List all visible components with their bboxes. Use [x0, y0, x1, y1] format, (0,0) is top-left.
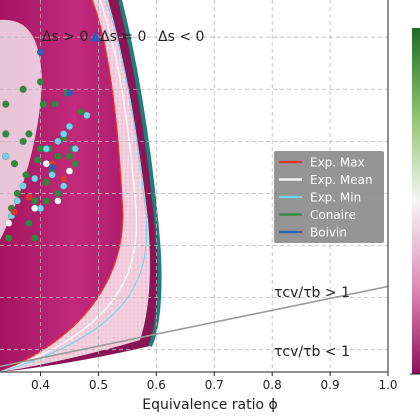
exp-min-point-13 [60, 130, 68, 138]
conaire-point-6 [19, 85, 27, 93]
exp-mean-point-2 [42, 160, 50, 168]
x-ticks: 0.4 0.5 0.6 0.7 0.8 0.9 1.0 [31, 372, 398, 392]
conaire-point-23 [71, 160, 79, 168]
conaire-point-11 [34, 156, 42, 164]
conaire-point-15 [42, 178, 50, 186]
conaire-point-10 [31, 197, 39, 205]
conaire-point-14 [39, 100, 47, 108]
delta-band-region [0, 0, 150, 372]
conaire-point-18 [54, 189, 62, 197]
conaire-point-1 [2, 100, 10, 108]
exp-min-point-2 [19, 182, 27, 190]
exp-min-point-8 [65, 122, 74, 131]
conaire-point-12 [36, 78, 45, 86]
boivin-point-2 [65, 89, 74, 97]
conaire-point-17 [51, 100, 59, 108]
conaire-point-5 [19, 137, 27, 145]
exp-min-point-6 [54, 137, 62, 145]
x-tick-label-3: 0.7 [205, 378, 224, 392]
conaire-point-8 [25, 130, 33, 138]
region-label-zero: Δs = 0 [100, 29, 146, 45]
tau-ratio-line [0, 285, 389, 368]
legend-label-1: Exp. Mean [310, 173, 373, 187]
exp-min-point-10 [83, 111, 91, 119]
conaire-point-4 [13, 189, 21, 197]
x-tick-label-0: 0.4 [31, 378, 50, 392]
region-label-positive: Δs > 0 [42, 29, 88, 45]
x-tick-label-5: 0.9 [321, 378, 340, 392]
exp-min-point-0 [2, 152, 10, 160]
exp-min-point-12 [42, 145, 50, 153]
exp-max-curve [0, 0, 124, 372]
conaire-point-7 [22, 171, 30, 179]
region-label-negative: Δs < 0 [158, 29, 204, 45]
legend-label-4: Boivin [310, 226, 347, 240]
x-tick-label-2: 0.6 [147, 378, 166, 392]
legend: Exp. Max Exp. Mean Exp. Min Conaire Boivin [274, 151, 384, 243]
exp-min-point-5 [48, 171, 56, 179]
conaire-point-24 [77, 108, 85, 116]
exp-min-point-9 [71, 145, 79, 153]
exp-mean-curve [0, 0, 138, 372]
exp-mean-point-0 [5, 219, 13, 227]
conaire-point-21 [65, 152, 74, 160]
white-glow [0, 19, 42, 241]
conaire-point-0 [2, 130, 10, 138]
zone-label-above: τcv/τb > 1 [274, 285, 350, 301]
boivin-triangle-marker [90, 31, 102, 42]
x-axis-label: Equivalence ratio ϕ [142, 397, 277, 413]
legend-label-0: Exp. Max [310, 156, 365, 170]
conaire-point-29 [42, 197, 50, 205]
conaire-point-3 [10, 160, 19, 168]
delta-negative-edge [0, 0, 160, 372]
x-tick-label-4: 0.8 [263, 378, 282, 392]
conaire-point-9 [25, 219, 33, 227]
legend-label-3: Conaire [310, 208, 356, 222]
boivin-point-0 [36, 48, 45, 56]
exp-min-curve [0, 0, 148, 372]
exp-min-point-11 [13, 197, 21, 205]
exp-mean-point-1 [31, 204, 39, 212]
conaire-point-28 [54, 152, 62, 160]
x-tick-label-1: 0.5 [89, 378, 108, 392]
legend-box [274, 151, 384, 243]
conaire-point-25 [5, 234, 13, 242]
data-points [2, 31, 102, 242]
exp-min-point-7 [60, 182, 68, 190]
exp-max-point-1 [25, 193, 33, 201]
colorbar [412, 28, 420, 374]
exp-mean-point-3 [54, 197, 62, 205]
legend-label-2: Exp. Min [310, 191, 361, 205]
exp-max-point-3 [60, 175, 68, 183]
exp-max-point-0 [10, 208, 19, 216]
zone-label-below: τcv/τb < 1 [274, 344, 350, 360]
x-tick-label-6: 1.0 [378, 378, 397, 392]
exp-mean-point-4 [65, 167, 74, 175]
boivin-point-1 [48, 163, 56, 171]
conaire-point-26 [31, 234, 39, 242]
exp-min-point-3 [31, 175, 39, 183]
